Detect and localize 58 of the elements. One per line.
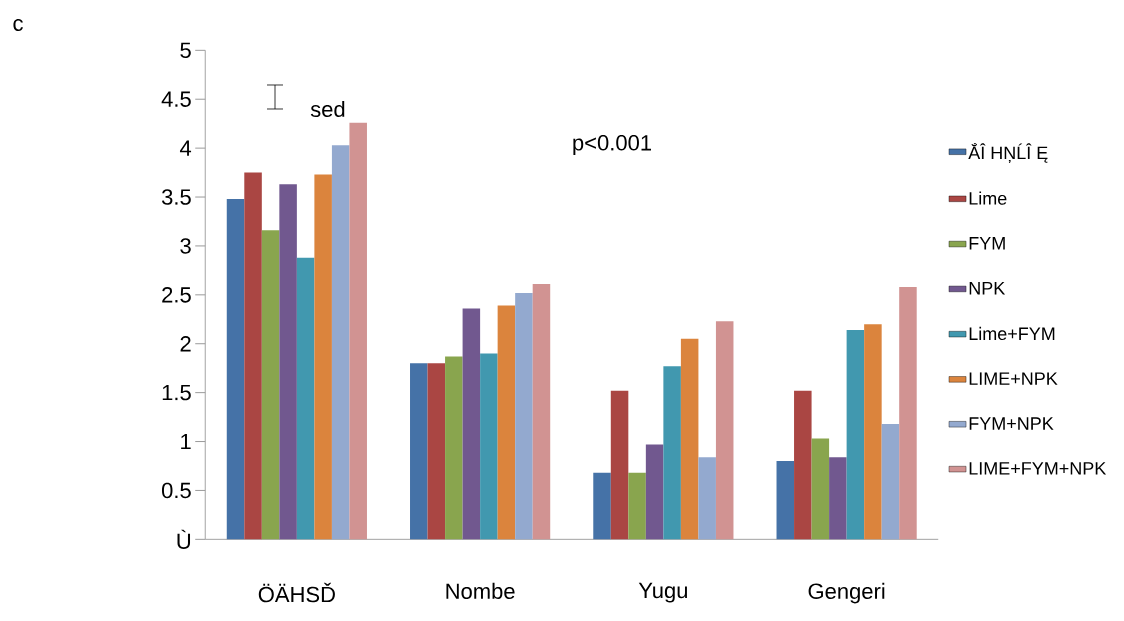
bar	[279, 184, 297, 540]
legend-label: ẮÎ HŅĹÎ Ę	[968, 142, 1048, 163]
bar	[628, 472, 646, 540]
bar	[829, 457, 847, 540]
bar	[864, 324, 882, 540]
bar	[663, 366, 681, 540]
y-tick-label: 4	[179, 140, 192, 156]
x-tick-label: Gengeri	[808, 582, 885, 604]
legend-label: Lime	[969, 191, 1007, 205]
bar	[462, 308, 481, 540]
bar	[261, 230, 280, 540]
legend-label: LIME+NPK	[969, 372, 1058, 385]
bar	[794, 390, 812, 540]
bar	[226, 198, 245, 540]
bar	[846, 330, 865, 540]
annotation: sed	[310, 100, 345, 118]
legend-label: FYM+NPK	[969, 417, 1054, 430]
legend-label: LIME+FYM+NPK	[969, 462, 1107, 475]
x-tick-label: Nombe	[446, 582, 515, 600]
legend-label: FYM	[969, 237, 1005, 250]
bar	[296, 257, 315, 540]
legend-label: NPK	[969, 281, 1006, 295]
bar	[881, 423, 900, 540]
y-tick-label: 2	[180, 336, 191, 352]
bar	[698, 457, 716, 540]
y-tick-label: 0.5	[161, 482, 191, 499]
bar	[593, 472, 611, 540]
legend-label: Lime+FYM	[969, 326, 1055, 341]
bar	[811, 438, 830, 540]
text: c	[13, 18, 23, 32]
bar	[497, 305, 516, 540]
bar	[244, 172, 262, 540]
bar	[331, 145, 350, 540]
bar	[349, 122, 367, 540]
annotation: p<0.001	[573, 135, 651, 155]
y-tick-label: Ù	[177, 529, 191, 549]
bar	[427, 363, 446, 540]
bar	[715, 321, 734, 540]
bar	[776, 461, 795, 540]
bar	[532, 284, 551, 540]
x-tick-label: ÖÄHSĎ	[258, 582, 335, 603]
y-tick-label: 1	[181, 433, 191, 450]
bar	[645, 444, 664, 540]
bar	[314, 174, 332, 540]
bar	[680, 338, 699, 540]
bar	[445, 356, 463, 540]
bar	[610, 390, 629, 540]
bar	[899, 287, 917, 540]
bar	[410, 363, 428, 540]
bar	[480, 353, 498, 540]
y-tick-label: 3	[180, 238, 191, 254]
x-tick-label: Yugu	[638, 582, 687, 603]
y-tick-label: 3.5	[161, 189, 191, 205]
y-tick-label: 5	[180, 42, 191, 59]
bar	[515, 292, 533, 540]
y-tick-label: 1.5	[162, 384, 191, 401]
y-tick-label: 4.5	[161, 91, 191, 107]
y-tick-label: 2.5	[162, 287, 191, 303]
